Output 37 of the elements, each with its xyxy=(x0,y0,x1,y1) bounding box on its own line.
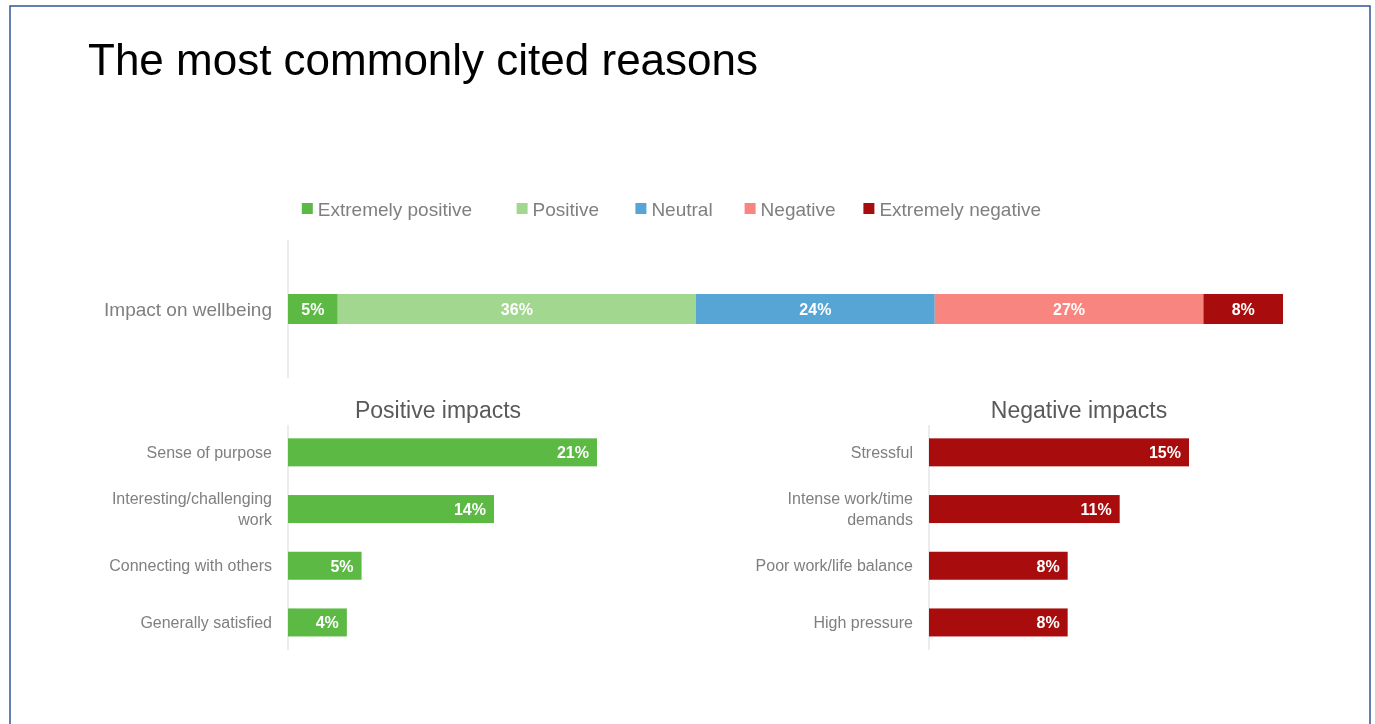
legend-label: Extremely positive xyxy=(317,199,472,220)
data-label: 5% xyxy=(301,301,325,318)
chart-title: Positive impacts xyxy=(354,397,522,423)
data-label: 27% xyxy=(1053,301,1086,318)
legend-label: Neutral xyxy=(651,199,713,220)
legend-label: Extremely negative xyxy=(879,199,1041,220)
chart-title: Negative impacts xyxy=(990,397,1168,423)
bar xyxy=(337,294,696,324)
y-tick-label: Impact on wellbeing xyxy=(104,298,272,320)
data-label: 14% xyxy=(453,501,486,519)
data-label: 15% xyxy=(1148,444,1181,462)
data-label: 36% xyxy=(500,301,533,318)
y-tick-label: Intense work/time demands xyxy=(787,490,914,529)
bar xyxy=(695,294,935,324)
y-tick-label: Stressful xyxy=(850,443,913,461)
data-label: 8% xyxy=(1036,557,1060,575)
data-label: 8% xyxy=(1231,301,1255,318)
y-tick-label: Sense of purpose xyxy=(146,443,273,461)
bar xyxy=(288,551,362,580)
bar xyxy=(1203,294,1283,324)
y-tick-label: Interesting/challenging work xyxy=(111,490,273,529)
bar xyxy=(934,294,1204,324)
bar xyxy=(288,495,494,524)
data-label: 11% xyxy=(1080,501,1112,519)
legend-label: Negative xyxy=(760,199,836,220)
bar xyxy=(288,438,597,467)
data-label: 8% xyxy=(1036,614,1060,632)
data-label: 5% xyxy=(330,557,354,575)
data-label: 4% xyxy=(315,614,339,632)
data-label: 24% xyxy=(799,301,832,318)
chart-title: The most commonly cited reasons xyxy=(88,35,759,84)
y-tick-label: Poor work/life balance xyxy=(755,557,914,575)
y-tick-label: Connecting with others xyxy=(109,557,272,575)
y-tick-label: High pressure xyxy=(813,614,914,632)
legend-label: Positive xyxy=(532,199,600,220)
data-label: 21% xyxy=(556,444,589,462)
y-tick-label: Generally satisfied xyxy=(140,614,272,632)
